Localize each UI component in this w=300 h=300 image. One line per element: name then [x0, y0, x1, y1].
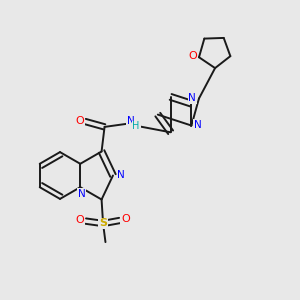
Text: N: N [194, 120, 202, 130]
Text: N: N [78, 189, 85, 199]
Text: S: S [99, 218, 107, 229]
Text: O: O [121, 214, 130, 224]
Text: N: N [127, 116, 135, 127]
Text: N: N [118, 169, 125, 180]
Text: O: O [75, 214, 84, 225]
Text: O: O [75, 116, 84, 126]
Text: O: O [189, 51, 197, 61]
Text: N: N [188, 93, 196, 103]
Text: H: H [132, 121, 140, 131]
